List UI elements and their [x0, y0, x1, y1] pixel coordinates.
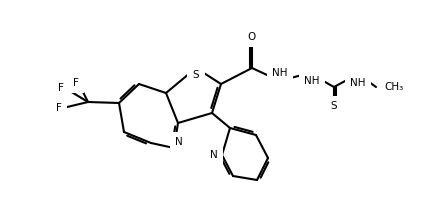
Text: CH₃: CH₃ — [384, 82, 403, 92]
Text: NH: NH — [350, 78, 366, 88]
Text: NH: NH — [272, 68, 288, 78]
Text: F: F — [56, 103, 62, 113]
Text: O: O — [248, 32, 256, 42]
Text: NH: NH — [304, 76, 320, 86]
Text: F: F — [58, 83, 64, 93]
Text: N: N — [175, 137, 183, 147]
Text: N: N — [210, 150, 218, 160]
Text: F: F — [73, 78, 79, 88]
Text: S: S — [331, 101, 337, 111]
Text: S: S — [193, 70, 199, 80]
